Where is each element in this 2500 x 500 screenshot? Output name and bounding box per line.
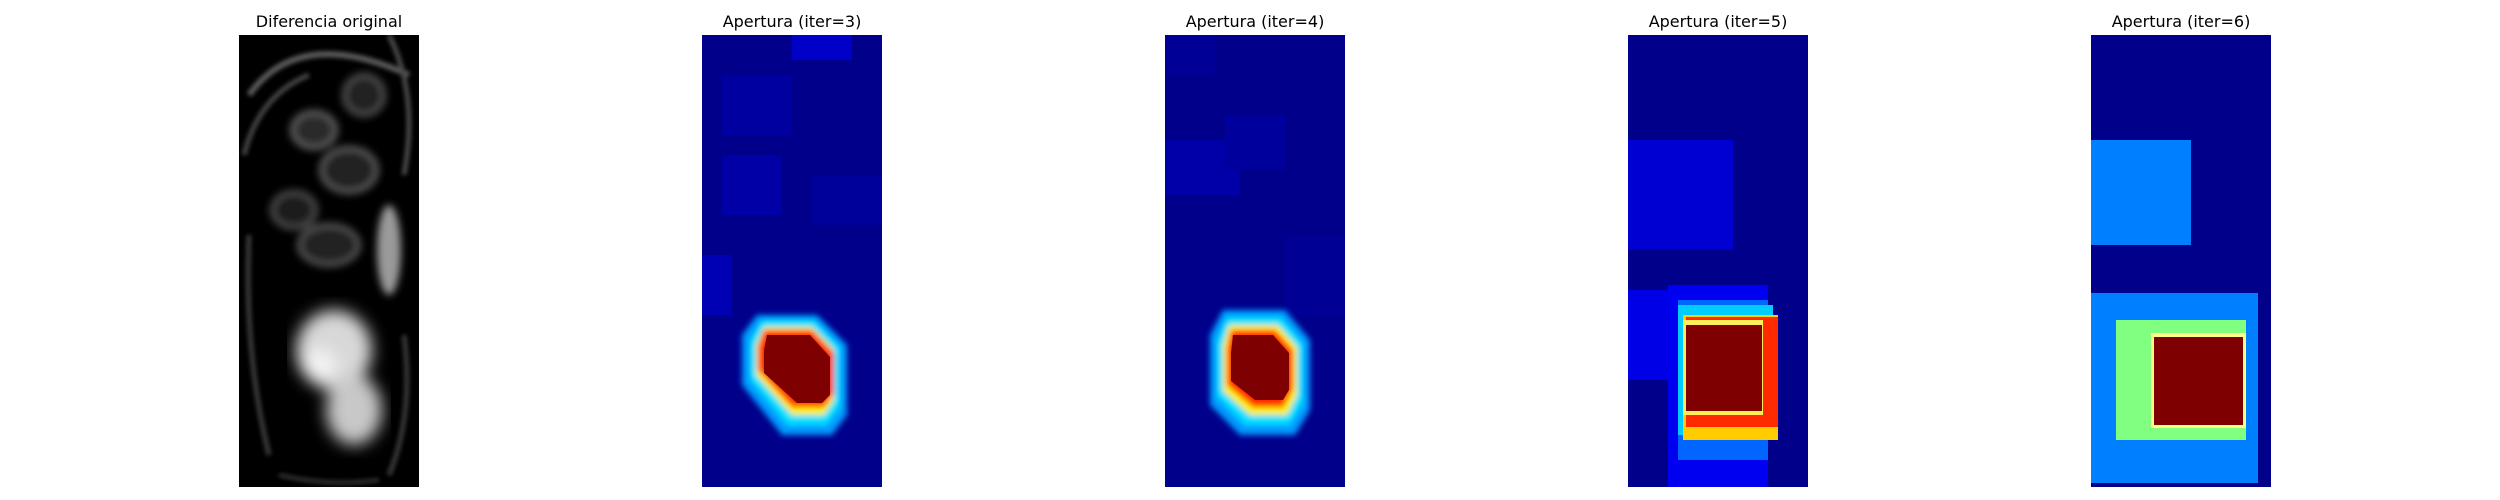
image-opening-iter-3 <box>702 35 882 487</box>
panel-title: Apertura (iter=6) <box>2111 12 2251 31</box>
image-original-difference <box>239 35 419 487</box>
image-opening-iter-5 <box>1628 35 1808 487</box>
panel-original: Diferencia original <box>239 0 419 500</box>
panel-iter-6: Apertura (iter=6) <box>2091 0 2271 500</box>
image-opening-iter-6 <box>2091 35 2271 487</box>
image-opening-iter-4 <box>1165 35 1345 487</box>
panel-iter-4: Apertura (iter=4) <box>1165 0 1345 500</box>
panel-title: Apertura (iter=4) <box>1185 12 1325 31</box>
panel-iter-5: Apertura (iter=5) <box>1628 0 1808 500</box>
panel-title: Apertura (iter=3) <box>722 12 862 31</box>
panel-title: Diferencia original <box>255 12 403 31</box>
panel-title: Apertura (iter=5) <box>1648 12 1788 31</box>
panel-iter-3: Apertura (iter=3) <box>702 0 882 500</box>
